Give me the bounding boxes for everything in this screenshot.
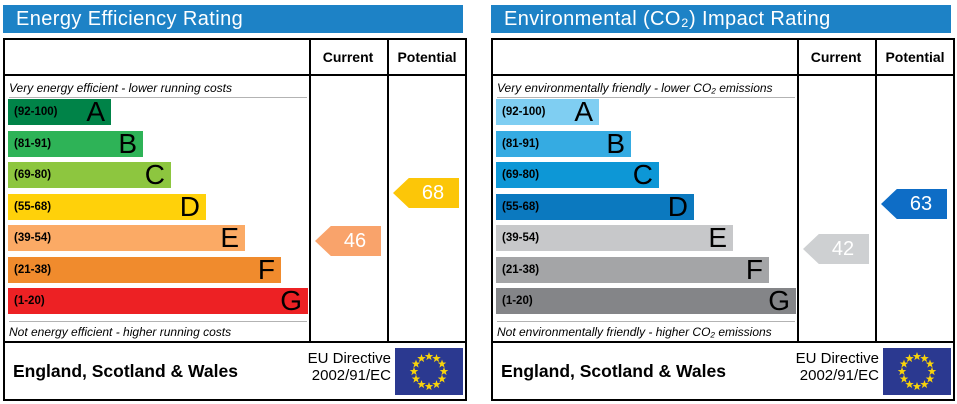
- band-row-a: (92-100) A: [496, 96, 599, 127]
- bottom-note: Not environmentally friendly - higher CO…: [497, 321, 795, 340]
- potential-rating-value: 63: [909, 192, 933, 215]
- column-divider: [309, 40, 311, 343]
- bottom-note: Not energy efficient - higher running co…: [9, 321, 307, 340]
- top-note: Very environmentally friendly - lower CO…: [497, 80, 795, 98]
- potential-rating-arrow: 68: [393, 178, 459, 208]
- band-letter: C: [632, 159, 653, 190]
- band-range: (81-91): [502, 138, 540, 150]
- energy-efficiency-panel: Energy Efficiency Rating Current Potenti…: [3, 5, 467, 401]
- band-letter: G: [280, 285, 302, 316]
- energy-chart-box: Current Potential Very energy efficient …: [3, 38, 467, 401]
- band-letter: B: [118, 128, 137, 159]
- eu-directive-line1: EU Directive: [307, 350, 391, 367]
- band-range: (92-100): [14, 106, 58, 118]
- eu-directive-line1: EU Directive: [795, 350, 879, 367]
- band-range: (21-38): [502, 264, 540, 276]
- footer: England, Scotland & Wales EU Directive 2…: [5, 343, 465, 399]
- band-letter: D: [179, 191, 200, 222]
- band-range: (69-80): [14, 169, 52, 181]
- eu-directive-label: EU Directive 2002/91/EC: [271, 350, 391, 384]
- top-note: Very energy efficient - lower running co…: [9, 80, 307, 98]
- eu-directive-line2: 2002/91/EC: [311, 367, 391, 384]
- column-divider: [797, 40, 799, 343]
- current-rating-arrow: 42: [803, 234, 869, 264]
- band-letter: E: [220, 222, 239, 253]
- current-rating-arrow: 46: [315, 226, 381, 256]
- environment-title: Environmental (CO₂) Impact Rating: [504, 8, 831, 30]
- environmental-impact-panel: Environmental (CO₂) Impact Rating Curren…: [491, 5, 955, 401]
- energy-title-bar: Energy Efficiency Rating: [3, 5, 463, 33]
- column-divider: [875, 40, 877, 343]
- band-letter: F: [745, 254, 763, 285]
- potential-column-header: Potential: [885, 49, 945, 65]
- environment-title-bar: Environmental (CO₂) Impact Rating: [491, 5, 951, 33]
- band-row-f: (21-38) F: [496, 254, 769, 285]
- band-row-e: (39-54) E: [496, 222, 733, 253]
- band-range: (1-20): [502, 295, 533, 307]
- band-row-e: (39-54) E: [8, 222, 245, 253]
- current-column-header: Current: [810, 49, 862, 65]
- current-column-header: Current: [322, 49, 374, 65]
- band-range: (21-38): [14, 264, 52, 276]
- band-range: (92-100): [502, 106, 546, 118]
- band-letter: B: [606, 128, 625, 159]
- footer-divider: [5, 341, 465, 343]
- band-letter: F: [257, 254, 275, 285]
- band-row-a: (92-100) A: [8, 96, 111, 127]
- band-range: (55-68): [502, 201, 540, 213]
- current-rating-value: 42: [831, 237, 855, 260]
- band-row-b: (81-91) B: [496, 128, 631, 159]
- column-divider: [387, 40, 389, 343]
- header-divider: [493, 74, 953, 76]
- band-row-d: (55-68) D: [8, 191, 206, 222]
- potential-column-header: Potential: [397, 49, 457, 65]
- band-range: (39-54): [502, 232, 540, 244]
- potential-rating-value: 68: [421, 181, 445, 204]
- band-row-f: (21-38) F: [8, 254, 281, 285]
- eu-flag-icon: [883, 348, 951, 395]
- band-row-g: (1-20) G: [8, 285, 308, 316]
- footer-divider: [493, 341, 953, 343]
- header-divider: [5, 74, 465, 76]
- band-range: (39-54): [14, 232, 52, 244]
- band-letter: D: [667, 191, 688, 222]
- band-range: (1-20): [14, 295, 45, 307]
- eu-directive-label: EU Directive 2002/91/EC: [759, 350, 879, 384]
- eu-directive-line2: 2002/91/EC: [799, 367, 879, 384]
- band-letter: C: [144, 159, 165, 190]
- band-letter: A: [86, 96, 105, 127]
- band-range: (81-91): [14, 138, 52, 150]
- energy-title: Energy Efficiency Rating: [16, 8, 244, 30]
- band-letter: A: [574, 96, 593, 127]
- band-row-c: (69-80) C: [8, 159, 171, 190]
- band-letter: E: [708, 222, 727, 253]
- band-row-d: (55-68) D: [496, 191, 694, 222]
- footer: England, Scotland & Wales EU Directive 2…: [493, 343, 953, 399]
- eu-flag-icon: [395, 348, 463, 395]
- footer-region-label: England, Scotland & Wales: [501, 360, 726, 381]
- band-row-c: (69-80) C: [496, 159, 659, 190]
- band-range: (69-80): [502, 169, 540, 181]
- environment-chart-box: Current Potential Very environmentally f…: [491, 38, 955, 401]
- current-rating-value: 46: [343, 229, 367, 252]
- potential-rating-arrow: 63: [881, 189, 947, 219]
- band-letter: G: [768, 285, 790, 316]
- footer-region-label: England, Scotland & Wales: [13, 360, 238, 381]
- band-range: (55-68): [14, 201, 52, 213]
- band-row-g: (1-20) G: [496, 285, 796, 316]
- band-row-b: (81-91) B: [8, 128, 143, 159]
